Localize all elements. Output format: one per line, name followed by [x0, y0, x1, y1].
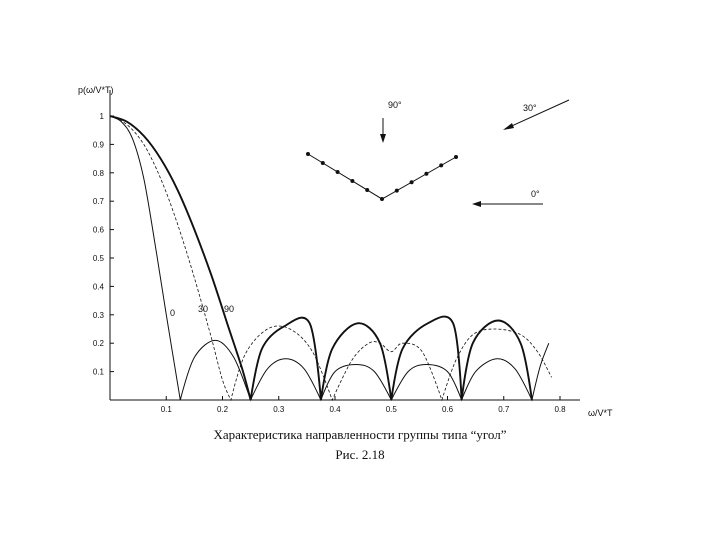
y-tick-label: 0.3 [93, 311, 105, 320]
array-element-dot [320, 161, 325, 165]
array-element-dot [380, 197, 384, 201]
curve-label-30: 30 [198, 304, 208, 314]
array-geometry-inset: 90° 30° 0° [306, 99, 570, 207]
angle-label-30: 30° [523, 103, 537, 113]
y-tick-label: 0.1 [93, 368, 105, 377]
array-element-dot [454, 155, 458, 159]
x-tick-label: 0.8 [554, 405, 566, 414]
array-element-dot [335, 170, 340, 174]
x-ticks: 0.1 0.2 0.3 0.4 0.5 0.6 0.7 0.8 [161, 396, 566, 414]
y-tick-label: 0.6 [93, 226, 105, 235]
array-element-dot [394, 188, 399, 193]
array-element-dot [439, 163, 444, 168]
arrow-90-head [380, 134, 386, 143]
x-axis-label: ω/V*T [588, 408, 613, 418]
series-30-line [109, 115, 552, 402]
x-tick-label: 0.7 [498, 405, 510, 414]
array-element-dot [350, 179, 355, 183]
chart-title: Характеристика направленности группы тип… [213, 427, 507, 442]
array-element-dot [365, 188, 370, 192]
curve-label-90: 90 [224, 304, 234, 314]
x-tick-label: 0.6 [442, 405, 454, 414]
y-tick-label: 0.2 [93, 339, 105, 348]
figure-number: Рис. 2.18 [335, 447, 385, 462]
angle-label-0: 0° [531, 189, 540, 199]
y-axis-label: p(ω/V*T) [78, 85, 114, 95]
series-90-line [109, 115, 533, 401]
x-tick-label: 0.3 [273, 405, 285, 414]
arrow-0-head [472, 201, 481, 207]
arrow-30-head [503, 123, 514, 130]
y-tick-label: 1 [100, 112, 105, 121]
x-tick-label: 0.1 [161, 405, 173, 414]
y-ticks: 0.1 0.2 0.3 0.4 0.5 0.6 0.7 0.8 0.9 1 [93, 112, 114, 377]
y-tick-label: 0.4 [93, 282, 105, 291]
y-tick-label: 0.8 [93, 169, 105, 178]
x-tick-label: 0.2 [217, 405, 229, 414]
axes-group [109, 90, 580, 401]
array-element-dot [409, 180, 414, 185]
y-tick-label: 0.5 [93, 254, 105, 263]
series-layer [109, 115, 552, 402]
array-element-dot [306, 152, 310, 156]
angle-label-90: 90° [388, 100, 402, 110]
curve-label-0: 0 [170, 308, 175, 318]
array-points [306, 152, 458, 201]
y-tick-label: 0.9 [93, 140, 105, 149]
x-tick-label: 0.4 [329, 405, 341, 414]
array-line [307, 153, 457, 200]
x-tick-label: 0.5 [386, 405, 398, 414]
y-tick-label: 0.7 [93, 197, 105, 206]
array-element-dot [424, 171, 429, 176]
arrow-30-shaft [504, 99, 570, 130]
